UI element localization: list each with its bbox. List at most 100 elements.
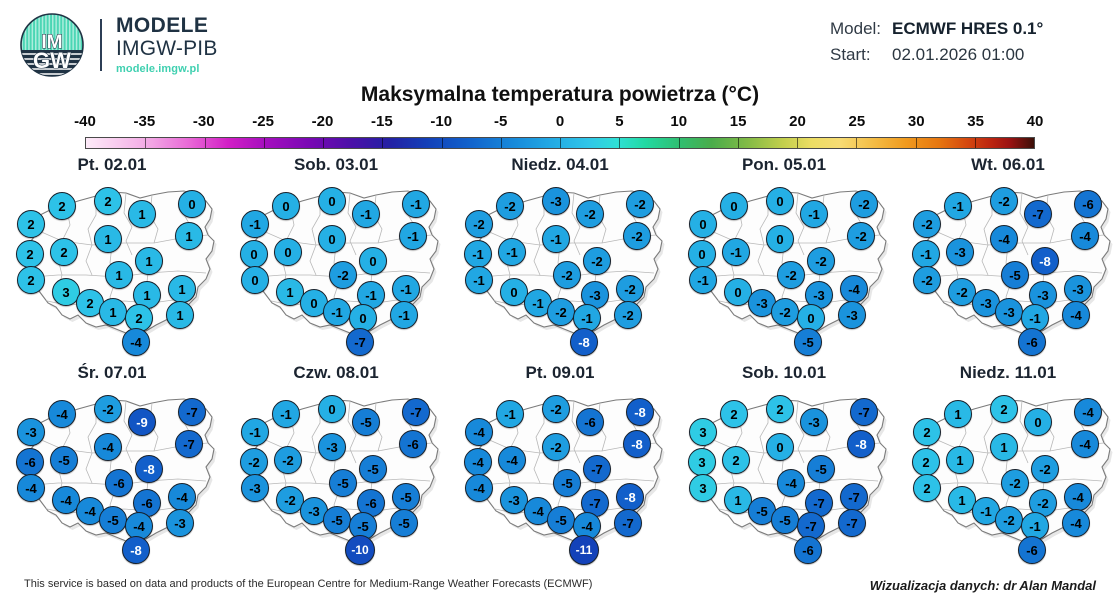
temperature-bubble[interactable]: 2 [16, 240, 44, 268]
temperature-bubble[interactable]: -4 [498, 446, 526, 474]
temperature-bubble[interactable]: -4 [17, 474, 45, 502]
temperature-bubble[interactable]: -2 [547, 298, 575, 326]
temperature-bubble[interactable]: -4 [125, 512, 153, 540]
temperature-bubble[interactable]: -4 [840, 275, 868, 303]
temperature-bubble[interactable]: -6 [794, 536, 822, 564]
temperature-bubble[interactable]: -8 [570, 328, 598, 356]
temperature-bubble[interactable]: 3 [689, 474, 717, 502]
temperature-bubble[interactable]: -3 [318, 433, 346, 461]
temperature-bubble[interactable]: -3 [995, 298, 1023, 326]
temperature-bubble[interactable]: -2 [614, 301, 642, 329]
temperature-bubble[interactable]: -3 [838, 301, 866, 329]
temperature-bubble[interactable]: -4 [1071, 430, 1099, 458]
temperature-bubble[interactable]: -8 [626, 398, 654, 426]
temperature-bubble[interactable]: -4 [990, 225, 1018, 253]
forecast-panel[interactable]: Niedz. 11.01 2 1 2 0 -4 2 1 1 -4 2 -2 1 -2 -1 -2 -4 -2 -1-… [896, 363, 1120, 571]
temperature-bubble[interactable]: -1 [390, 301, 418, 329]
temperature-bubble[interactable]: -5 [392, 483, 420, 511]
temperature-bubble[interactable]: 2 [50, 238, 78, 266]
temperature-bubble[interactable]: -3 [542, 187, 570, 215]
temperature-bubble[interactable]: 2 [17, 210, 45, 238]
temperature-bubble[interactable]: -1 [944, 192, 972, 220]
temperature-bubble[interactable]: -5 [553, 469, 581, 497]
temperature-bubble[interactable]: -8 [623, 430, 651, 458]
temperature-bubble[interactable]: -6 [1018, 328, 1046, 356]
temperature-bubble[interactable]: -1 [323, 298, 351, 326]
temperature-bubble[interactable]: -2 [465, 210, 493, 238]
forecast-panel[interactable]: Sob. 10.01 3 2 2 -3 -7 3 2 0 -8 3 -5 1 -4 -5 -7 -7 -5 -7 -7… [672, 363, 896, 571]
temperature-bubble[interactable]: -5 [807, 455, 835, 483]
temperature-bubble[interactable]: -4 [465, 418, 493, 446]
temperature-bubble[interactable]: -2 [542, 395, 570, 423]
temperature-bubble[interactable]: -3 [946, 238, 974, 266]
temperature-bubble[interactable]: 1 [990, 433, 1018, 461]
temperature-bubble[interactable]: 2 [990, 395, 1018, 423]
temperature-bubble[interactable]: -5 [329, 469, 357, 497]
temperature-bubble[interactable]: -2 [542, 433, 570, 461]
temperature-bubble[interactable]: -2 [623, 222, 651, 250]
temperature-bubble[interactable]: 1 [128, 200, 156, 228]
temperature-bubble[interactable]: -2 [995, 506, 1023, 534]
temperature-bubble[interactable]: -5 [359, 455, 387, 483]
temperature-bubble[interactable]: 0 [359, 247, 387, 275]
temperature-bubble[interactable]: 1 [135, 247, 163, 275]
forecast-panel[interactable]: Niedz. 04.01 -2 -2 -3 -2 -2 -1 -1 -1 -2 -1 -2 0 -2 -1-… [448, 155, 672, 363]
temperature-bubble[interactable]: 0 [500, 278, 528, 306]
temperature-bubble[interactable]: -6 [357, 489, 385, 517]
temperature-bubble[interactable]: -2 [807, 247, 835, 275]
temperature-bubble[interactable]: -7 [583, 455, 611, 483]
temperature-bubble[interactable]: -2 [276, 486, 304, 514]
temperature-bubble[interactable]: 0 [349, 304, 377, 332]
temperature-bubble[interactable]: -6 [16, 448, 44, 476]
temperature-bubble[interactable]: 1 [105, 261, 133, 289]
brand-url[interactable]: modele.imgw.pl [116, 63, 200, 76]
temperature-bubble[interactable]: -2 [1001, 469, 1029, 497]
temperature-bubble[interactable]: -2 [240, 448, 268, 476]
temperature-bubble[interactable]: -7 [178, 398, 206, 426]
temperature-bubble[interactable]: -2 [94, 395, 122, 423]
temperature-bubble[interactable]: -1 [800, 200, 828, 228]
temperature-bubble[interactable]: -5 [794, 328, 822, 356]
temperature-bubble[interactable]: -5 [771, 506, 799, 534]
temperature-bubble[interactable]: -2 [847, 222, 875, 250]
temperature-bubble[interactable]: 3 [689, 418, 717, 446]
temperature-bubble[interactable]: -1 [496, 400, 524, 428]
temperature-bubble[interactable]: 0 [766, 187, 794, 215]
temperature-bubble[interactable]: -4 [777, 469, 805, 497]
temperature-bubble[interactable]: -3 [166, 509, 194, 537]
temperature-bubble[interactable]: -8 [1031, 247, 1059, 275]
temperature-bubble[interactable]: 0 [178, 190, 206, 218]
temperature-bubble[interactable]: -2 [616, 275, 644, 303]
temperature-bubble[interactable]: -4 [464, 448, 492, 476]
brand-logo[interactable]: IM GW MODELE IMGW-PIB modele.imgw.pl [18, 11, 218, 79]
temperature-bubble[interactable]: -5 [1001, 261, 1029, 289]
temperature-bubble[interactable]: -8 [847, 430, 875, 458]
temperature-bubble[interactable]: -5 [390, 509, 418, 537]
temperature-bubble[interactable]: -7 [614, 509, 642, 537]
temperature-bubble[interactable]: -3 [17, 418, 45, 446]
temperature-bubble[interactable]: -5 [99, 506, 127, 534]
temperature-bubble[interactable]: 1 [944, 400, 972, 428]
temperature-bubble[interactable]: -7 [346, 328, 374, 356]
temperature-bubble[interactable]: -1 [1021, 512, 1049, 540]
forecast-panel[interactable]: Wt. 06.01 -2 -1 -2 -7 -6 -1 -3 -4 -4 -2 -8 -2 -5 -3 -3-… [896, 155, 1120, 363]
temperature-bubble[interactable]: -1 [573, 304, 601, 332]
temperature-bubble[interactable]: -10 [345, 535, 375, 565]
temperature-bubble[interactable]: -6 [105, 469, 133, 497]
forecast-panel[interactable]: Śr. 07.01 -3 -4 -2 -9 -7 -6 -5 -4 -7 -4 -8 -4 -6 -4 -6-… [0, 363, 224, 571]
temperature-bubble[interactable]: 2 [766, 395, 794, 423]
temperature-bubble[interactable]: -1 [1021, 304, 1049, 332]
temperature-bubble[interactable]: 0 [766, 225, 794, 253]
temperature-bubble[interactable]: -4 [1071, 222, 1099, 250]
temperature-bubble[interactable]: -2 [583, 247, 611, 275]
forecast-panel[interactable]: Pt. 02.01 2 2 2 1 0 2 2 1 1 2 1 3 1 2 1 1 1 2 1 -4 [0, 155, 224, 363]
temperature-bubble[interactable]: 0 [318, 225, 346, 253]
temperature-bubble[interactable]: -3 [800, 408, 828, 436]
temperature-bubble[interactable]: -3 [241, 474, 269, 502]
temperature-bubble[interactable]: 1 [168, 275, 196, 303]
temperature-bubble[interactable]: -1 [722, 238, 750, 266]
temperature-bubble[interactable]: -4 [465, 474, 493, 502]
temperature-bubble[interactable]: 0 [766, 433, 794, 461]
temperature-bubble[interactable]: -1 [272, 400, 300, 428]
forecast-panel[interactable]: Pon. 05.01 0 0 0 -1 -2 0 -1 0 -2 -1 -2 0 -2 -3 -3 -4 -2 0-… [672, 155, 896, 363]
